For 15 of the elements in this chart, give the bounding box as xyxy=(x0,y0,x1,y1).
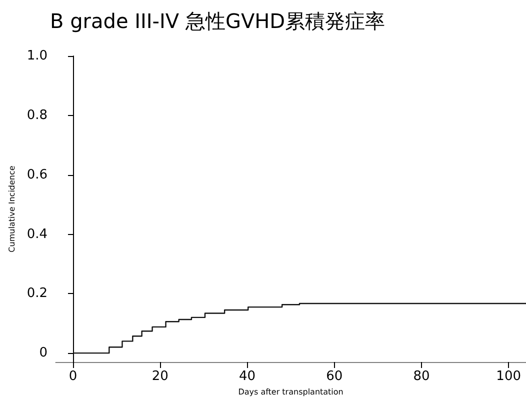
y-tick-label: 1.0 xyxy=(26,48,48,64)
y-tick-label: 0 xyxy=(39,346,48,361)
x-axis-title: Days after transplantation xyxy=(238,387,344,396)
x-tick-label: 40 xyxy=(238,369,256,384)
x-tick-label: 0 xyxy=(68,369,78,384)
y-tick-label: 0.2 xyxy=(26,286,48,302)
x-tick-label: 80 xyxy=(413,369,430,384)
x-tick-label: 20 xyxy=(152,369,168,384)
x-tick-label: 60 xyxy=(326,369,343,384)
y-tick-label: 0.4 xyxy=(26,226,48,242)
chart-title: B grade III-IV 急性GVHD累積発症率 xyxy=(50,9,386,33)
y-axis-title: Cumulative Incidence xyxy=(8,166,16,252)
y-tick-label: 0.8 xyxy=(26,108,48,123)
y-tick-label: 0.6 xyxy=(26,167,48,182)
x-tick-label: 100 xyxy=(496,369,521,384)
